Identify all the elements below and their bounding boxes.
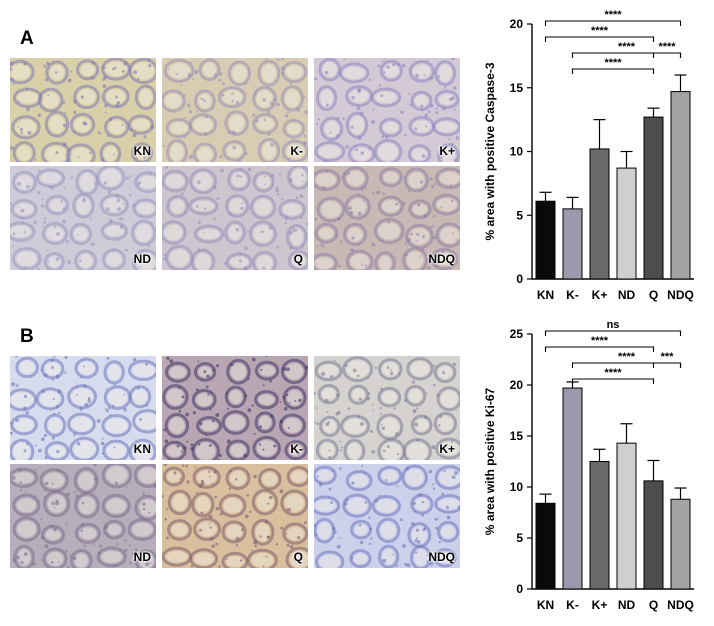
tissue-texture [162, 166, 308, 270]
significance-bracket: **** [571, 367, 655, 384]
micrograph-grid-a: KN K- K+ ND Q NDQ [10, 58, 460, 270]
micrograph-label: K- [290, 144, 303, 158]
significance-bracket: **** [544, 9, 682, 26]
micrograph: KN [10, 58, 156, 162]
bar [643, 480, 664, 590]
x-tick-label: ND [618, 598, 636, 612]
y-tick-label: 0 [516, 272, 523, 286]
x-tick-label: NDQ [667, 288, 694, 302]
significance-label: **** [604, 9, 622, 21]
micrograph: K+ [314, 58, 460, 162]
bar [616, 167, 637, 280]
significance-bracket: **** [571, 57, 655, 74]
significance-bracket: **** [652, 41, 682, 58]
tissue-texture [10, 166, 156, 270]
micrograph: K- [162, 58, 308, 162]
significance-bracket: **** [544, 335, 655, 352]
micrograph-label: NDQ [428, 550, 455, 564]
micrograph-label: Q [293, 550, 303, 564]
bar [670, 498, 691, 590]
micrograph: NDQ [314, 464, 460, 568]
tissue-texture [10, 356, 156, 460]
micrograph: ND [10, 464, 156, 568]
significance-bracket: ns [544, 319, 682, 336]
y-tick-label: 5 [516, 531, 523, 545]
micrograph-label: NDQ [428, 252, 455, 266]
y-tick-label: 0 [516, 582, 523, 596]
micrograph-label: KN [133, 144, 151, 158]
x-tick-label: K- [566, 598, 579, 612]
significance-label: *** [661, 351, 675, 363]
micrograph-label: ND [133, 550, 151, 564]
micrograph-label: K+ [439, 144, 455, 158]
micrograph-grid-b: KN K- K+ ND Q NDQ [10, 356, 460, 568]
panel-letter-a: A [20, 28, 34, 49]
x-tick-label: K- [566, 288, 579, 302]
y-tick-label: 5 [516, 208, 523, 222]
x-tick-label: K+ [592, 288, 608, 302]
caspase3-chart-svg: 0 5 10 15 20 % area with positive Caspase-3 KN… [483, 9, 694, 302]
tissue-texture [162, 464, 308, 568]
x-tick-label: Q [649, 598, 658, 612]
bar [535, 502, 556, 590]
significance-bracket: **** [544, 25, 655, 42]
y-tick-label: 20 [510, 378, 524, 392]
bar [643, 116, 664, 280]
ki67-chart-svg: 0 5 10 15 20 25 % area with positive Ki-67 KN K-… [483, 319, 694, 612]
significance-label: **** [618, 41, 636, 53]
micrograph-label: Q [293, 252, 303, 266]
y-tick-label: 20 [510, 17, 524, 31]
significance-label: **** [604, 367, 622, 379]
x-tick-label: NDQ [667, 598, 694, 612]
y-tick-label: 25 [510, 327, 524, 341]
tissue-texture [162, 58, 308, 162]
bar [535, 200, 556, 280]
x-tick-label: KN [537, 288, 554, 302]
bar [670, 91, 691, 280]
bar [562, 387, 583, 590]
significance-label: **** [618, 351, 636, 363]
ki67-bar-chart: 0 5 10 15 20 25 % area with positive Ki-67 KN K-… [470, 314, 710, 624]
y-tick-label: 10 [510, 480, 524, 494]
significance-label: **** [658, 41, 676, 53]
significance-label: **** [591, 335, 609, 347]
micrograph: K+ [314, 356, 460, 460]
micrograph: Q [162, 166, 308, 270]
micrograph: ND [10, 166, 156, 270]
tissue-texture [10, 58, 156, 162]
micrograph: Q [162, 464, 308, 568]
x-tick-label: KN [537, 598, 554, 612]
tissue-texture [10, 464, 156, 568]
x-tick-label: K+ [592, 598, 608, 612]
micrograph-label: K+ [439, 442, 455, 456]
tissue-texture [314, 356, 460, 460]
y-tick-label: 15 [510, 429, 524, 443]
micrograph-label: K- [290, 442, 303, 456]
bar [589, 148, 610, 280]
y-axis-label: % area with positive Caspase-3 [483, 62, 497, 240]
significance-bracket: *** [652, 351, 682, 368]
significance-label: ns [607, 319, 620, 331]
bar [562, 208, 583, 280]
significance-label: **** [604, 57, 622, 69]
caspase3-bar-chart: 0 5 10 15 20 % area with positive Caspase-3 KN… [470, 4, 710, 314]
micrograph: KN [10, 356, 156, 460]
y-tick-label: 15 [510, 81, 524, 95]
tissue-texture [162, 356, 308, 460]
micrograph-label: KN [133, 442, 151, 456]
tissue-texture [314, 464, 460, 568]
micrograph-label: ND [133, 252, 151, 266]
tissue-texture [314, 166, 460, 270]
micrograph: NDQ [314, 166, 460, 270]
tissue-texture [314, 58, 460, 162]
panel-letter-b: B [20, 326, 34, 347]
y-tick-label: 10 [510, 145, 524, 159]
x-tick-label: ND [618, 288, 636, 302]
x-tick-label: Q [649, 288, 658, 302]
significance-label: **** [591, 25, 609, 37]
bar [616, 442, 637, 590]
micrograph: K- [162, 356, 308, 460]
y-axis-label: % area with positive Ki-67 [483, 387, 497, 535]
bar [589, 461, 610, 590]
